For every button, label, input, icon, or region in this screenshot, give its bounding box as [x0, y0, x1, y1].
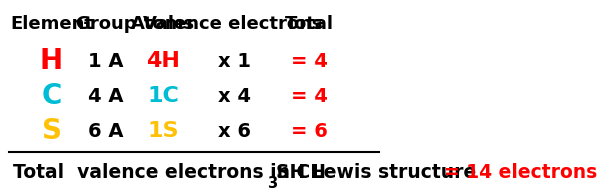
Text: = 4: = 4: [291, 52, 328, 71]
Text: S: S: [42, 117, 62, 145]
Text: = 14 electrons: = 14 electrons: [444, 163, 597, 182]
Text: Atoms: Atoms: [131, 15, 195, 33]
Text: x 4: x 4: [218, 87, 251, 106]
Text: 4 A: 4 A: [88, 87, 123, 106]
Text: Element: Element: [10, 15, 93, 33]
Text: Total: Total: [285, 15, 334, 33]
Text: 1S: 1S: [147, 121, 179, 141]
Text: SH Lewis structure: SH Lewis structure: [275, 163, 476, 182]
Text: x 1: x 1: [218, 52, 251, 71]
Text: 4H: 4H: [146, 51, 181, 71]
Text: C: C: [42, 82, 62, 110]
Text: 6 A: 6 A: [88, 122, 123, 141]
Text: = 6: = 6: [291, 122, 328, 141]
Text: = 4: = 4: [291, 87, 328, 106]
Text: Valence electrons: Valence electrons: [143, 15, 323, 33]
Text: x 6: x 6: [218, 122, 251, 141]
Text: Total  valence electrons in CH: Total valence electrons in CH: [13, 163, 326, 182]
Text: 1C: 1C: [147, 86, 179, 106]
Text: Group: Group: [75, 15, 136, 33]
Text: 1 A: 1 A: [88, 52, 123, 71]
Text: 3: 3: [267, 176, 277, 191]
Text: H: H: [40, 47, 63, 75]
